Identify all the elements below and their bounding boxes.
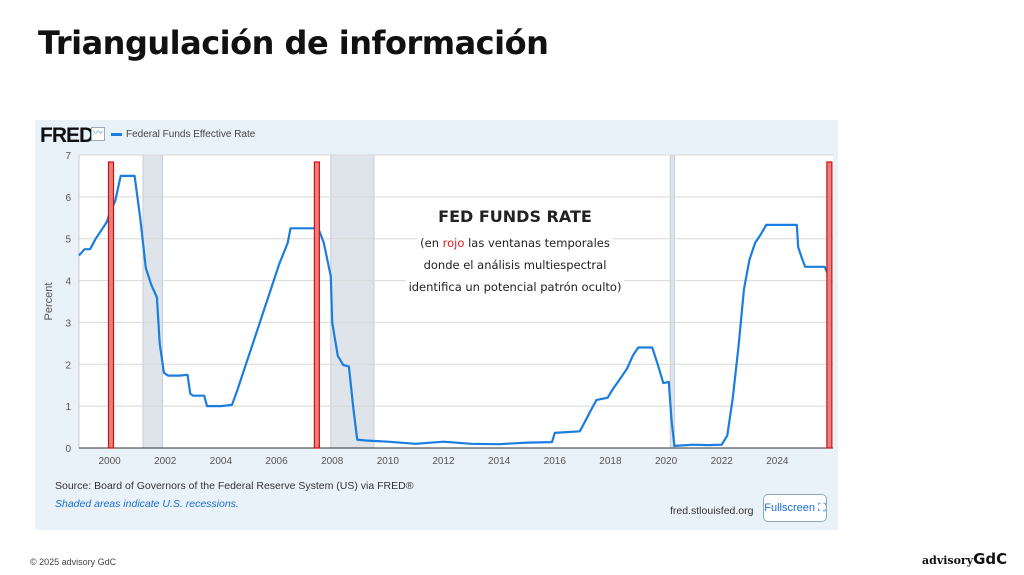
x-tick-label: 2012	[432, 456, 455, 467]
y-tick-label: 7	[65, 151, 71, 162]
legend-swatch	[111, 133, 122, 136]
x-tick-label: 2018	[599, 456, 622, 467]
x-tick-label: 2020	[655, 456, 678, 467]
x-tick-label: 2006	[265, 456, 288, 467]
y-tick-label: 4	[65, 277, 71, 288]
annotation-text: las ventanas temporales	[464, 236, 610, 250]
x-tick-label: 2010	[377, 456, 400, 467]
x-tick-label: 2002	[154, 456, 177, 467]
annotation-line-2: donde el análisis multiespectral	[420, 254, 610, 276]
annotation-box: FED FUNDS RATE (en rojo las ventanas tem…	[390, 207, 640, 298]
annotation-line-3: identifica un potencial patrón oculto)	[405, 276, 625, 298]
annotation-line-1: (en rojo las ventanas temporales	[417, 232, 613, 254]
chart-line-icon[interactable]: 〰	[91, 127, 105, 141]
x-tick-label: 2022	[711, 456, 734, 467]
chart-svg: 0 1 2 3 4 5 6 7 2000 2002 2004 2006 2008 2010 2012 2014…	[43, 151, 833, 467]
y-tick-label: 5	[65, 235, 71, 246]
slide-title: Triangulación de información	[38, 24, 549, 62]
annotation-red-word: rojo	[442, 236, 465, 250]
plot-area	[79, 155, 833, 448]
annotation-text: (en	[420, 236, 443, 250]
annotation-title: FED FUNDS RATE	[434, 207, 596, 226]
recession-note[interactable]: Shaded areas indicate U.S. recessions.	[55, 498, 239, 510]
y-axis-label: Percent	[43, 283, 55, 321]
y-tick-label: 0	[65, 444, 71, 455]
legend-label: Federal Funds Effective Rate	[126, 129, 256, 140]
fullscreen-button[interactable]: Fullscreen ⛶	[763, 494, 827, 522]
brand-text: advisory	[922, 554, 974, 567]
series-line	[78, 174, 830, 447]
copyright: © 2025 advisory GdC	[30, 557, 117, 567]
red-window-marker	[107, 161, 115, 449]
x-tick-label: 2014	[488, 456, 511, 467]
brand-logo: advisoryGdC	[922, 550, 1007, 568]
brand-text-bold: GdC	[973, 550, 1008, 568]
red-window-marker	[313, 161, 320, 449]
x-tick-label: 2000	[98, 456, 121, 467]
red-window-marker	[826, 161, 833, 449]
fred-site-link[interactable]: fred.stlouisfed.org	[670, 505, 754, 517]
fred-logo[interactable]: FRED	[40, 124, 94, 147]
source-note: Source: Board of Governors of the Federa…	[55, 480, 414, 492]
x-tick-label: 2008	[321, 456, 344, 467]
legend: Federal Funds Effective Rate	[111, 129, 255, 140]
x-tick-label: 2004	[210, 456, 233, 467]
y-tick-label: 2	[65, 360, 71, 371]
recession-band	[142, 154, 163, 449]
x-tick-label: 2016	[544, 456, 567, 467]
y-tick-label: 3	[65, 318, 71, 329]
y-tick-label: 6	[65, 193, 71, 204]
y-tick-label: 1	[65, 402, 71, 413]
fred-chart-panel: FRED 〰 Federal Funds Effective Rate 0 1 2 3…	[35, 120, 838, 530]
x-tick-label: 2024	[766, 456, 789, 467]
